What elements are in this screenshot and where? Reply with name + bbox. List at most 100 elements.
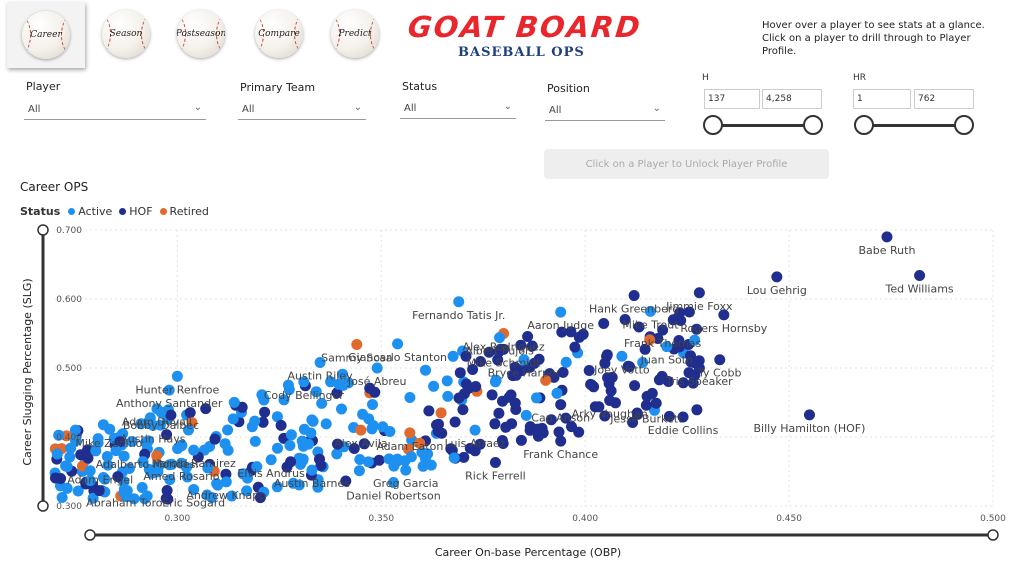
player-point[interactable] <box>486 389 498 401</box>
player-point[interactable] <box>90 445 102 457</box>
player-point[interactable] <box>677 377 689 389</box>
player-point[interactable] <box>714 354 726 366</box>
player-point[interactable] <box>314 356 326 368</box>
status-filter-dropdown[interactable]: All ⌄ <box>400 98 516 119</box>
player-point[interactable] <box>498 343 510 355</box>
team-filter-dropdown[interactable]: All ⌄ <box>238 99 366 120</box>
player-point[interactable] <box>675 315 687 326</box>
player-point[interactable] <box>128 493 140 505</box>
player-point[interactable] <box>467 364 479 375</box>
player-point[interactable] <box>718 309 730 321</box>
player-point[interactable] <box>601 349 613 361</box>
player-point[interactable] <box>556 326 568 338</box>
player-point[interactable] <box>102 459 114 471</box>
player-point[interactable] <box>650 397 662 409</box>
player-point[interactable] <box>151 403 163 415</box>
player-point[interactable] <box>644 334 656 346</box>
player-point[interactable] <box>51 448 63 460</box>
player-point[interactable] <box>640 399 652 411</box>
x-zoom-left-handle[interactable] <box>84 529 96 541</box>
player-point[interactable] <box>139 493 151 505</box>
player-point[interactable] <box>331 387 343 399</box>
player-point[interactable] <box>257 416 269 428</box>
h-min-input[interactable]: 137 <box>704 89 760 109</box>
player-point[interactable] <box>171 370 183 382</box>
player-point[interactable] <box>803 409 815 421</box>
player-point[interactable] <box>110 445 122 457</box>
player-point[interactable] <box>520 409 532 421</box>
player-point[interactable] <box>283 384 295 396</box>
player-point[interactable] <box>101 451 113 462</box>
player-point[interactable] <box>441 375 453 387</box>
nav-season-button[interactable]: Season <box>95 8 157 60</box>
player-point[interactable] <box>423 405 435 417</box>
player-point[interactable] <box>445 443 457 455</box>
player-point[interactable] <box>118 450 130 462</box>
h-slider-max-handle[interactable] <box>803 115 823 135</box>
player-point[interactable] <box>629 380 641 392</box>
player-point[interactable] <box>405 451 417 463</box>
player-point[interactable] <box>448 452 460 464</box>
player-filter-dropdown[interactable]: All ⌄ <box>24 99 206 120</box>
player-point[interactable] <box>392 338 404 350</box>
player-point[interactable] <box>161 485 173 496</box>
player-point[interactable] <box>433 418 444 430</box>
player-point[interactable] <box>417 460 429 472</box>
player-point[interactable] <box>373 454 385 466</box>
player-point[interactable] <box>458 451 470 463</box>
player-point[interactable] <box>583 365 595 376</box>
player-point[interactable] <box>633 321 645 333</box>
player-point[interactable] <box>691 404 703 416</box>
player-point[interactable] <box>307 415 319 427</box>
player-point[interactable] <box>507 370 519 382</box>
player-point[interactable] <box>469 424 481 436</box>
player-point[interactable] <box>363 413 375 425</box>
player-point[interactable] <box>551 387 563 399</box>
player-point[interactable] <box>256 389 268 401</box>
player-point[interactable] <box>163 384 175 396</box>
player-point[interactable] <box>160 493 172 504</box>
position-filter-dropdown[interactable]: All ⌄ <box>545 100 665 121</box>
hr-slider-max-handle[interactable] <box>954 115 974 135</box>
player-point[interactable] <box>161 429 173 441</box>
player-point[interactable] <box>674 341 685 353</box>
player-point[interactable] <box>387 477 399 489</box>
player-point[interactable] <box>475 356 486 367</box>
player-point[interactable] <box>593 401 605 413</box>
player-point[interactable] <box>494 332 506 344</box>
player-point[interactable] <box>663 410 675 422</box>
player-point[interactable] <box>236 401 248 413</box>
player-point[interactable] <box>271 411 283 423</box>
player-point[interactable] <box>435 407 447 419</box>
x-zoom-right-handle[interactable] <box>987 529 999 541</box>
player-point[interactable] <box>555 306 567 318</box>
player-point[interactable] <box>64 451 76 463</box>
player-point[interactable] <box>136 482 148 493</box>
player-point[interactable] <box>351 339 363 351</box>
player-point[interactable] <box>254 492 266 504</box>
player-point[interactable] <box>548 371 560 383</box>
player-point[interactable] <box>442 390 454 402</box>
player-point[interactable] <box>285 456 297 468</box>
player-point[interactable] <box>367 399 378 410</box>
player-point[interactable] <box>536 422 548 434</box>
player-point[interactable] <box>404 392 416 403</box>
player-point[interactable] <box>528 357 540 369</box>
player-point[interactable] <box>297 453 309 465</box>
player-point[interactable] <box>353 465 365 477</box>
player-point[interactable] <box>474 438 486 450</box>
player-point[interactable] <box>284 440 296 451</box>
player-point[interactable] <box>137 456 149 468</box>
player-point[interactable] <box>619 314 631 325</box>
player-point[interactable] <box>606 371 618 383</box>
player-point[interactable] <box>152 466 164 478</box>
player-point[interactable] <box>140 437 152 449</box>
player-point[interactable] <box>175 457 187 469</box>
player-point[interactable] <box>540 374 552 386</box>
player-point[interactable] <box>306 464 318 476</box>
player-point[interactable] <box>271 481 283 493</box>
player-point[interactable] <box>693 287 705 299</box>
player-point[interactable] <box>183 424 194 436</box>
player-point[interactable] <box>118 483 130 495</box>
